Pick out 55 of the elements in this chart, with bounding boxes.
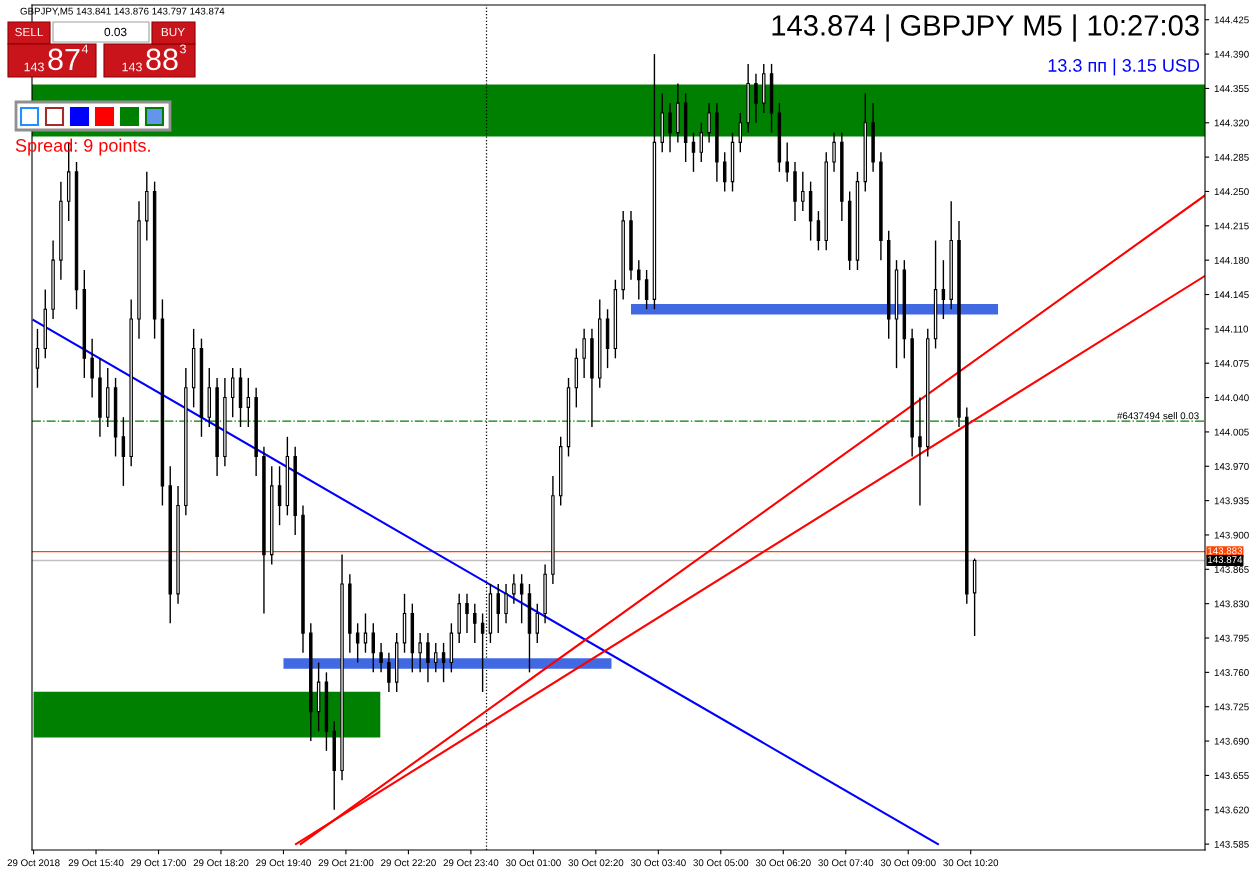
y-tick-label: 144.390 <box>1214 50 1249 58</box>
y-tick-label: 143.690 <box>1214 737 1249 745</box>
x-tick-label: 30 Oct 05:00 <box>693 859 749 867</box>
y-tick-label: 143.655 <box>1214 772 1249 780</box>
x-tick-label: 29 Oct 21:00 <box>318 859 374 867</box>
annotation: BUY <box>161 27 185 37</box>
annotation: 3 <box>180 44 186 54</box>
x-tick-label: 29 Oct 19:40 <box>256 859 311 867</box>
y-tick-label: 144.110 <box>1214 325 1249 333</box>
x-tick-label: 29 Oct 2018 <box>7 859 60 867</box>
y-tick-label: 144.040 <box>1214 394 1249 402</box>
x-tick-label: 30 Oct 01:00 <box>505 859 561 867</box>
x-tick-label: 29 Oct 18:20 <box>193 859 249 867</box>
x-tick-label: 30 Oct 06:20 <box>755 859 811 867</box>
ref-line-label: 143.883 <box>1208 547 1243 555</box>
annotation: 143 <box>24 62 44 72</box>
annotation: 0.03 <box>104 27 127 37</box>
y-tick-label: 144.180 <box>1214 256 1249 264</box>
annotation: 4 <box>81 44 89 54</box>
y-tick-label: 144.075 <box>1214 359 1249 367</box>
annotation: SELL <box>15 27 44 37</box>
y-tick-label: 143.725 <box>1214 703 1249 711</box>
y-tick-label: 144.355 <box>1214 85 1249 93</box>
x-tick-label: 30 Oct 09:00 <box>880 859 936 867</box>
y-tick-label: 144.145 <box>1214 291 1249 299</box>
x-tick-label: 30 Oct 07:40 <box>818 859 874 867</box>
y-tick-label: 144.005 <box>1214 428 1249 436</box>
ref-line-label: #6437494 sell 0.03 <box>1117 412 1199 420</box>
y-tick-label: 143.865 <box>1214 566 1249 573</box>
x-tick-label: 30 Oct 02:20 <box>568 859 624 867</box>
y-tick-label: 143.620 <box>1214 806 1249 814</box>
x-tick-label: 29 Oct 22:20 <box>381 859 436 867</box>
annotation: 143.874 | GBPJPY M5 | 10:27:03 <box>772 14 1199 42</box>
x-tick-label: 29 Oct 15:40 <box>68 859 124 867</box>
y-tick-label: 144.215 <box>1214 222 1249 230</box>
y-tick-label: 143.970 <box>1214 463 1249 470</box>
x-tick-label: 29 Oct 23:40 <box>443 859 499 867</box>
y-tick-label: 143.900 <box>1214 531 1249 539</box>
annotation: 87 <box>48 48 80 71</box>
annotation: 88 <box>146 48 178 71</box>
y-tick-label: 143.830 <box>1214 600 1249 608</box>
x-tick-label: 29 Oct 17:00 <box>131 859 186 867</box>
x-tick-label: 30 Oct 10:20 <box>943 859 999 867</box>
y-tick-label: 143.585 <box>1214 840 1249 848</box>
y-tick-label: 144.250 <box>1214 188 1249 196</box>
y-tick-label: 143.795 <box>1214 634 1249 642</box>
y-tick-label: 144.320 <box>1214 119 1249 127</box>
ref-line-label: 143.874 <box>1208 556 1243 564</box>
y-tick-label: 143.760 <box>1214 669 1249 676</box>
y-tick-label: 144.285 <box>1214 153 1249 161</box>
annotation: 143 <box>122 62 142 72</box>
x-tick-label: 30 Oct 03:40 <box>630 859 686 867</box>
annotation: 13.3 пп | 3.15 USD <box>1048 58 1200 76</box>
y-tick-label: 144.425 <box>1214 16 1249 24</box>
y-tick-label: 143.935 <box>1214 497 1249 505</box>
